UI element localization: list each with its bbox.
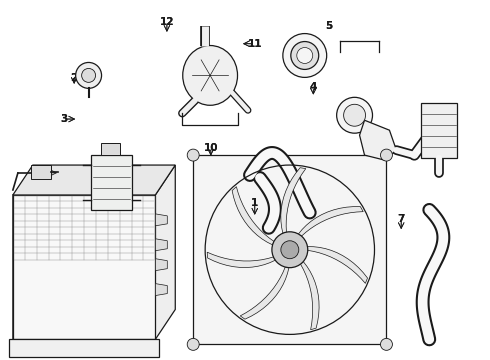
Polygon shape	[281, 168, 306, 233]
Text: 12: 12	[160, 17, 174, 27]
Text: 9: 9	[43, 168, 50, 178]
Circle shape	[380, 149, 392, 161]
Polygon shape	[207, 252, 275, 267]
Text: 11: 11	[247, 39, 262, 49]
Bar	[193, 155, 387, 345]
Ellipse shape	[183, 45, 238, 105]
Polygon shape	[155, 239, 167, 251]
Circle shape	[75, 62, 101, 88]
Circle shape	[380, 338, 392, 350]
Polygon shape	[9, 339, 159, 357]
Circle shape	[272, 232, 308, 268]
Text: 2: 2	[71, 73, 78, 83]
Text: 5: 5	[325, 21, 333, 31]
Circle shape	[283, 33, 327, 77]
Text: 7: 7	[397, 215, 405, 224]
Circle shape	[187, 149, 199, 161]
Text: 1: 1	[251, 198, 258, 208]
Text: 11: 11	[247, 39, 262, 49]
Circle shape	[187, 338, 199, 350]
Text: 6: 6	[427, 103, 434, 113]
Polygon shape	[240, 267, 289, 319]
Circle shape	[343, 104, 366, 126]
Text: 6: 6	[427, 103, 434, 113]
Text: 8: 8	[110, 143, 117, 153]
Polygon shape	[298, 207, 363, 236]
Text: 8: 8	[110, 143, 117, 153]
Circle shape	[82, 68, 96, 82]
Polygon shape	[13, 195, 155, 339]
Polygon shape	[232, 186, 274, 245]
Text: 12: 12	[160, 17, 174, 27]
Polygon shape	[308, 247, 368, 283]
Polygon shape	[155, 284, 167, 296]
Polygon shape	[31, 165, 51, 179]
Text: 4: 4	[310, 82, 317, 92]
Text: 1: 1	[251, 198, 258, 208]
Text: 10: 10	[203, 143, 218, 153]
Polygon shape	[155, 214, 167, 226]
Text: 2: 2	[71, 73, 78, 83]
Polygon shape	[155, 165, 175, 339]
Circle shape	[291, 41, 318, 69]
Text: 3: 3	[61, 114, 68, 124]
Text: 10: 10	[203, 143, 218, 153]
Polygon shape	[360, 120, 396, 160]
Circle shape	[337, 97, 372, 133]
Polygon shape	[13, 165, 175, 195]
Circle shape	[281, 241, 299, 259]
Text: 9: 9	[43, 168, 50, 178]
Polygon shape	[155, 259, 167, 271]
Bar	[100, 143, 121, 155]
Polygon shape	[300, 262, 319, 330]
Bar	[421, 103, 457, 158]
Text: 4: 4	[310, 82, 317, 92]
Text: 3: 3	[61, 114, 68, 124]
Circle shape	[297, 48, 313, 63]
Text: 5: 5	[325, 21, 333, 31]
Text: 7: 7	[397, 215, 405, 224]
Bar	[91, 155, 132, 210]
